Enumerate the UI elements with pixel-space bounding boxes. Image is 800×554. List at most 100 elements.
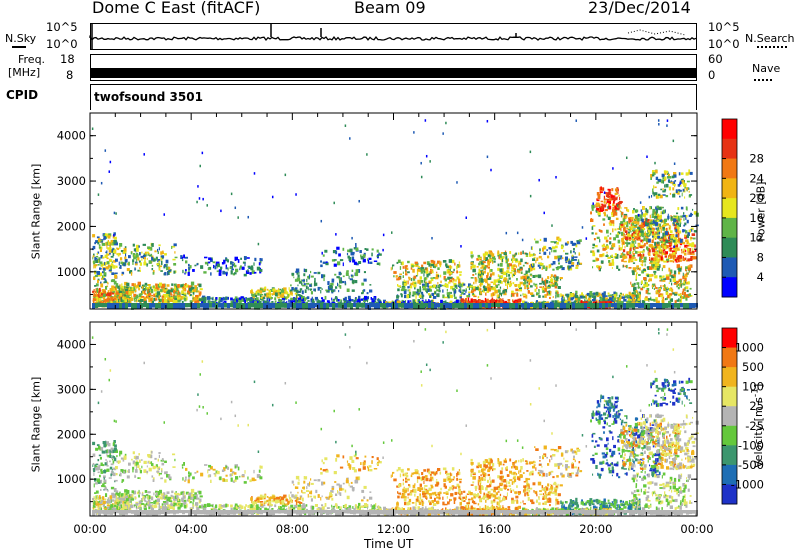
power-point bbox=[173, 243, 177, 247]
power-point bbox=[147, 288, 149, 293]
power-point bbox=[550, 276, 551, 279]
power-point bbox=[634, 257, 636, 260]
power-point bbox=[503, 278, 507, 282]
power-point bbox=[669, 278, 672, 283]
power-point bbox=[346, 288, 350, 292]
power-point bbox=[95, 256, 99, 258]
power-point bbox=[351, 251, 355, 254]
power-point bbox=[656, 300, 660, 304]
power-point bbox=[105, 286, 108, 290]
power-point bbox=[459, 288, 462, 292]
power-point bbox=[656, 290, 658, 295]
power-point bbox=[623, 255, 626, 259]
power-point bbox=[652, 228, 655, 230]
power-point bbox=[476, 266, 479, 268]
power-point bbox=[119, 284, 121, 288]
power-point bbox=[442, 260, 447, 263]
power-point bbox=[485, 280, 488, 284]
power-point bbox=[320, 264, 323, 268]
power-point bbox=[204, 261, 208, 265]
power-point bbox=[447, 296, 450, 299]
power-point bbox=[649, 221, 653, 224]
power-point bbox=[538, 256, 542, 259]
power-point bbox=[618, 268, 621, 271]
power-point bbox=[113, 280, 117, 285]
power-point bbox=[637, 222, 640, 225]
power-point bbox=[257, 289, 260, 291]
power-point bbox=[684, 287, 686, 292]
power-point bbox=[95, 297, 97, 301]
power-point bbox=[611, 197, 615, 201]
power-point bbox=[422, 288, 426, 291]
power-point bbox=[418, 266, 420, 269]
power-point bbox=[417, 289, 420, 293]
power-point bbox=[664, 188, 667, 192]
power-point bbox=[608, 195, 611, 198]
power-point bbox=[383, 299, 386, 304]
power-point bbox=[294, 297, 298, 301]
power-point bbox=[331, 259, 336, 262]
power-point bbox=[540, 263, 544, 266]
power-point bbox=[487, 278, 491, 280]
power-point bbox=[605, 193, 608, 196]
power-point bbox=[128, 300, 130, 304]
power-point bbox=[425, 288, 428, 291]
power-point bbox=[617, 188, 619, 192]
power-point bbox=[643, 283, 646, 288]
power-point bbox=[122, 293, 124, 297]
power-point bbox=[437, 274, 440, 278]
power-point bbox=[653, 246, 657, 249]
power-point bbox=[198, 283, 202, 288]
power-point bbox=[470, 254, 474, 258]
power-point bbox=[682, 229, 685, 233]
power-point bbox=[638, 244, 640, 247]
power-point bbox=[600, 293, 603, 296]
power-point bbox=[600, 206, 604, 210]
power-point bbox=[135, 296, 139, 299]
power-point bbox=[682, 275, 685, 280]
power-point bbox=[478, 268, 480, 272]
power-point bbox=[444, 278, 447, 282]
power-point bbox=[123, 250, 127, 254]
power-point bbox=[328, 288, 332, 291]
power-point bbox=[143, 287, 147, 292]
power-point bbox=[160, 251, 163, 255]
power-point bbox=[104, 254, 108, 258]
power-point bbox=[520, 294, 522, 297]
power-point bbox=[95, 283, 99, 287]
power-point bbox=[620, 247, 623, 251]
power-point bbox=[93, 301, 95, 304]
power-point bbox=[626, 207, 628, 212]
power-point bbox=[412, 291, 416, 295]
power-point bbox=[671, 240, 673, 245]
power-point bbox=[487, 282, 489, 287]
power-point bbox=[309, 288, 313, 291]
power-point bbox=[535, 285, 537, 288]
power-point bbox=[505, 255, 508, 258]
power-point bbox=[611, 188, 614, 192]
power-point bbox=[572, 296, 575, 300]
power-point bbox=[604, 306, 608, 309]
power-point bbox=[163, 287, 167, 290]
power-point bbox=[627, 209, 630, 213]
power-point bbox=[390, 306, 393, 309]
power-point bbox=[652, 208, 656, 213]
power-point bbox=[364, 248, 367, 250]
power-point bbox=[138, 293, 142, 297]
power-point bbox=[588, 295, 592, 298]
power-point bbox=[636, 217, 640, 222]
power-point bbox=[601, 244, 606, 247]
power-point bbox=[589, 291, 593, 295]
power-point bbox=[151, 264, 154, 267]
power-point bbox=[669, 192, 672, 195]
power-point bbox=[532, 258, 536, 261]
power-point bbox=[482, 266, 485, 270]
power-point bbox=[120, 250, 124, 253]
power-point bbox=[129, 297, 134, 301]
power-point bbox=[526, 281, 529, 284]
power-point bbox=[190, 300, 193, 303]
power-point bbox=[180, 295, 183, 300]
power-point bbox=[100, 261, 103, 265]
power-point bbox=[637, 233, 641, 238]
power-point bbox=[383, 301, 385, 304]
